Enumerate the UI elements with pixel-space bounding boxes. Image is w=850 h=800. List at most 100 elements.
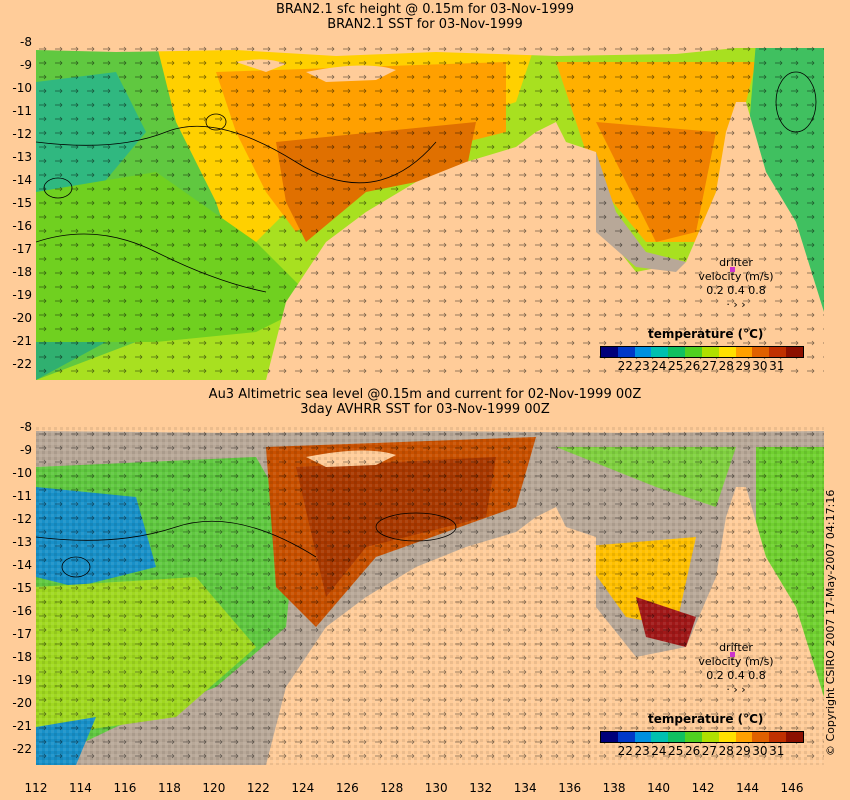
colorbar-swatch xyxy=(634,347,652,357)
colorbar-tick-label: 26 xyxy=(684,359,701,373)
colorbar-swatch xyxy=(685,732,702,742)
bottom-drifter-legend: drifter velocity (m/s) 0.2 0.4 0.8 · › › xyxy=(696,641,776,697)
colorbar-swatch xyxy=(601,347,618,357)
colorbar-tick-label: 30 xyxy=(752,744,768,758)
lat-label: -17 xyxy=(12,242,32,256)
lat-label: -20 xyxy=(12,696,32,710)
colorbar-swatch xyxy=(685,347,702,357)
lat-label: -16 xyxy=(12,604,32,618)
colorbar-tick-label: 29 xyxy=(735,359,751,373)
lon-label: 136 xyxy=(558,781,582,795)
colorbar-tick-label: 24 xyxy=(651,744,667,758)
colorbar-swatch xyxy=(752,732,770,742)
colorbar-tick-label: 28 xyxy=(718,744,734,758)
colorbar-swatch xyxy=(668,732,686,742)
colorbar-swatch xyxy=(601,732,618,742)
top-title-line2: BRAN2.1 SST for 03-Nov-1999 xyxy=(327,17,523,32)
colorbar-swatch xyxy=(752,347,770,357)
lon-label: 126 xyxy=(335,781,359,795)
lat-label: -13 xyxy=(12,535,32,549)
lat-label: -22 xyxy=(12,357,32,371)
drifter-subtitle: velocity (m/s) xyxy=(698,655,774,668)
bottom-title-line2: 3day AVHRR SST for 03-Nov-1999 00Z xyxy=(300,402,550,417)
lat-label: -16 xyxy=(12,219,32,233)
lon-label: 124 xyxy=(291,781,315,795)
bottom-title-line1: Au3 Altimetric sea level @0.15m and curr… xyxy=(208,387,642,402)
bottom-map-graphic xyxy=(36,427,824,765)
lat-label: -21 xyxy=(12,334,32,348)
lon-label: 120 xyxy=(202,781,226,795)
top-map-panel xyxy=(36,42,824,380)
lat-label: -19 xyxy=(12,673,32,687)
lon-label: 114 xyxy=(69,781,92,795)
drifter-subtitle: velocity (m/s) xyxy=(698,270,774,283)
colorbar-tick-label: 24 xyxy=(651,359,667,373)
lat-label: -11 xyxy=(12,489,32,503)
lat-label: -12 xyxy=(12,512,32,526)
colorbar-tick-label: 28 xyxy=(718,359,734,373)
lat-label: -15 xyxy=(12,196,32,210)
lon-label: 146 xyxy=(780,781,804,795)
lat-label: -8 xyxy=(20,35,32,49)
top-colorbar xyxy=(600,346,804,358)
lat-label: -13 xyxy=(12,150,32,164)
lon-label: 132 xyxy=(469,781,493,795)
lat-label: -9 xyxy=(20,443,32,457)
colorbar-tick-label: 23 xyxy=(634,359,650,373)
colorbar-swatch xyxy=(786,347,803,357)
lat-label: -18 xyxy=(12,265,32,279)
colorbar-swatch xyxy=(701,732,719,742)
colorbar-swatch xyxy=(769,732,787,742)
top-map-graphic xyxy=(36,42,824,380)
top-drifter-legend: drifter velocity (m/s) 0.2 0.4 0.8 · › › xyxy=(696,256,776,312)
lon-label: 144 xyxy=(736,781,759,795)
colorbar-swatch xyxy=(701,347,719,357)
colorbar-swatch xyxy=(735,732,753,742)
drifter-marker-icon xyxy=(730,652,735,657)
colorbar-tick-label: 22 xyxy=(617,359,633,373)
colorbar-swatch xyxy=(617,347,635,357)
colorbar-swatch xyxy=(668,347,686,357)
drifter-arrows-icon: · › › xyxy=(726,298,746,311)
colorbar-swatch xyxy=(735,347,753,357)
top-title-line1: BRAN2.1 sfc height @ 0.15m for 03-Nov-19… xyxy=(276,2,574,17)
colorbar-tick-label: 22 xyxy=(617,744,633,758)
lon-label: 142 xyxy=(691,781,715,795)
colorbar-tick-label: 31 xyxy=(769,359,785,373)
colorbar-tick-label: 23 xyxy=(634,744,650,758)
colorbar-tick-label: 31 xyxy=(769,744,785,758)
lon-label: 134 xyxy=(513,781,537,795)
colorbar-swatch xyxy=(718,347,736,357)
colorbar-tick-label: 27 xyxy=(701,359,718,373)
top-colorbar-title: temperature (°C) xyxy=(648,327,764,341)
lat-label: -22 xyxy=(12,742,32,756)
colorbar-swatch xyxy=(651,732,669,742)
drifter-title: drifter xyxy=(719,641,753,654)
lon-label: 116 xyxy=(113,781,137,795)
lat-label: -8 xyxy=(20,420,32,434)
drifter-scale: 0.2 0.4 0.8 xyxy=(706,669,766,682)
colorbar-swatch xyxy=(718,732,736,742)
colorbar-swatch xyxy=(651,347,669,357)
lon-label: 118 xyxy=(157,781,181,795)
lat-label: -11 xyxy=(12,104,32,118)
lat-label: -12 xyxy=(12,127,32,141)
drifter-marker-icon xyxy=(730,267,735,272)
lat-label: -17 xyxy=(12,627,32,641)
copyright-text: © Copyright CSIRO 2007 17-May-2007 04:17… xyxy=(824,489,837,756)
lon-label: 128 xyxy=(380,781,404,795)
lon-label: 130 xyxy=(424,781,448,795)
bottom-colorbar-title: temperature (°C) xyxy=(648,712,764,726)
drifter-scale: 0.2 0.4 0.8 xyxy=(706,284,766,297)
drifter-arrows-icon: · › › xyxy=(726,683,746,696)
lat-label: -19 xyxy=(12,288,32,302)
bottom-colorbar xyxy=(600,731,804,743)
lon-label: 112 xyxy=(24,781,48,795)
lon-label: 138 xyxy=(602,781,626,795)
lat-label: -15 xyxy=(12,581,32,595)
colorbar-swatch xyxy=(769,347,787,357)
drifter-title: drifter xyxy=(719,256,753,269)
lat-label: -10 xyxy=(12,466,32,480)
lon-label: 122 xyxy=(246,781,270,795)
bottom-map-panel xyxy=(36,427,824,765)
